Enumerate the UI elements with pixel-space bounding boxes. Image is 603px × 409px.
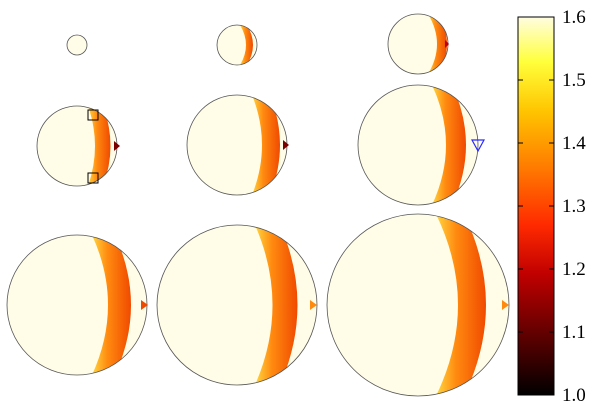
edge-spike bbox=[114, 141, 120, 151]
panel-r1-c2 bbox=[216, 24, 258, 66]
square-marker-bottom bbox=[87, 172, 99, 184]
edge-spike bbox=[283, 140, 289, 150]
colorbar-tick-label: 1.1 bbox=[562, 322, 586, 343]
colorbar-tick-label: 1.3 bbox=[562, 196, 586, 217]
wave-band bbox=[428, 14, 447, 74]
edge-spike bbox=[445, 40, 449, 48]
edge-spike bbox=[141, 300, 148, 310]
panel-r1-c3 bbox=[387, 13, 449, 75]
wave-band bbox=[432, 85, 466, 205]
wave-band bbox=[255, 225, 298, 385]
panel-r3-c3 bbox=[326, 213, 510, 397]
colorbar-ticks: 1.0 1.1 1.2 1.3 1.4 1.5 1.6 bbox=[518, 7, 586, 406]
colorbar-gradient bbox=[517, 16, 555, 396]
wave-band bbox=[92, 235, 131, 375]
panel-r3-c2 bbox=[156, 224, 318, 386]
colorbar: 1.0 1.1 1.2 1.3 1.4 1.5 1.6 bbox=[517, 7, 586, 406]
wave-band bbox=[240, 25, 253, 65]
edge-spike bbox=[310, 300, 317, 310]
panel-r2-c2 bbox=[186, 94, 289, 196]
colorbar-tick-label: 1.6 bbox=[562, 7, 586, 28]
panel-r2-c1 bbox=[36, 105, 120, 187]
wave-band bbox=[436, 214, 486, 396]
colorbar-tick-label: 1.2 bbox=[562, 259, 586, 280]
wave-band bbox=[252, 95, 280, 195]
square-marker-top bbox=[87, 109, 99, 121]
blue-triangle-marker bbox=[470, 139, 486, 153]
panel-r3-c1 bbox=[6, 234, 148, 376]
colorbar-tick-label: 1.0 bbox=[562, 385, 586, 406]
edge-spike bbox=[502, 300, 509, 310]
wave-band bbox=[88, 106, 111, 186]
colorbar-tick-label: 1.5 bbox=[562, 70, 586, 91]
panel-r2-c3 bbox=[357, 84, 486, 206]
panel-r1-c1 bbox=[66, 34, 88, 56]
colorbar-tick-label: 1.4 bbox=[562, 133, 586, 154]
